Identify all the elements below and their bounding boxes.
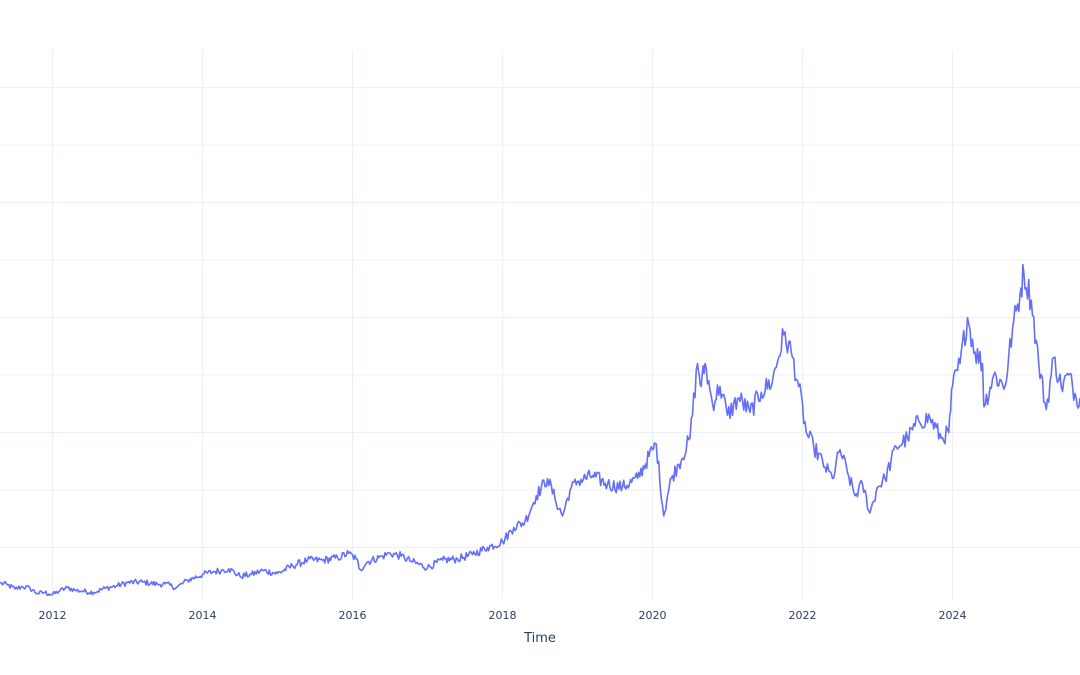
x-tick-label-2: 2016 [339, 609, 367, 622]
x-gridlines [52, 50, 953, 600]
y-gridlines [0, 87, 1080, 548]
x-tick-label-5: 2022 [789, 609, 817, 622]
x-tick-label-6: 2024 [939, 609, 967, 622]
x-tick-label-3: 2018 [489, 609, 517, 622]
series-layer [0, 263, 1080, 597]
x-tick-label-1: 2014 [189, 609, 217, 622]
x-tick-label-0: 2012 [39, 609, 67, 622]
x-tick-labels: 2012 2014 2016 2018 2020 2022 2024 [39, 609, 967, 622]
x-axis-title: Time [523, 631, 556, 646]
series-line-0 [0, 263, 1080, 597]
x-tick-label-4: 2020 [639, 609, 667, 622]
